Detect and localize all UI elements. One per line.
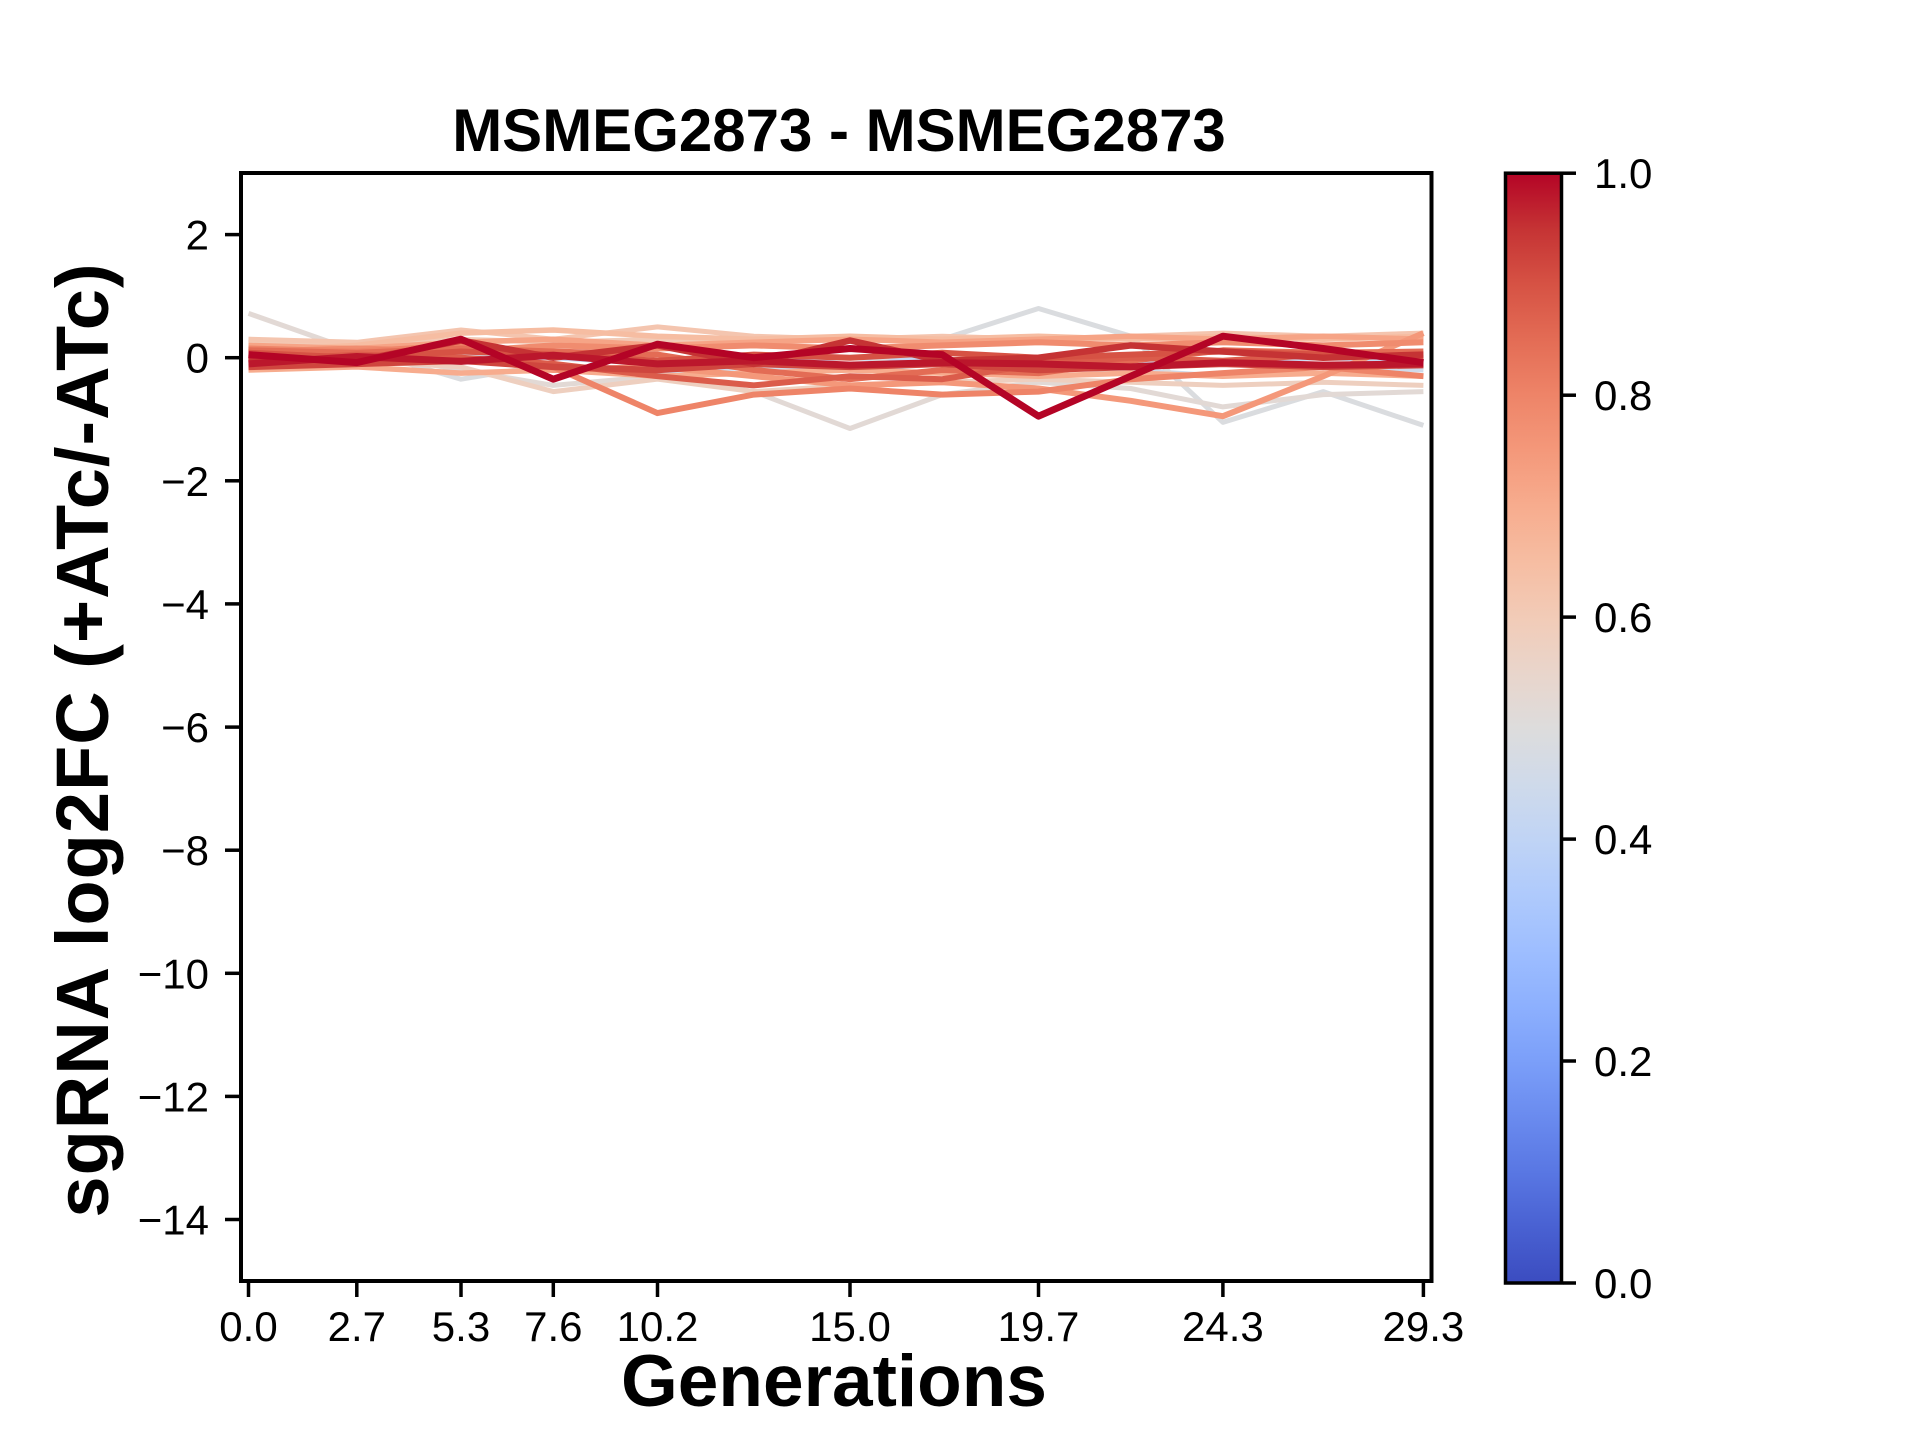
svg-text:sgRNA log2FC (+ATc/-ATc): sgRNA log2FC (+ATc/-ATc) [41,262,124,1217]
svg-text:7.6: 7.6 [524,1303,582,1350]
svg-text:−10: −10 [138,950,209,997]
svg-text:0.4: 0.4 [1594,816,1652,863]
svg-text:1.0: 1.0 [1594,150,1652,197]
svg-text:0.6: 0.6 [1594,594,1652,641]
svg-text:10.2: 10.2 [617,1303,699,1350]
svg-text:2: 2 [186,212,209,259]
svg-text:0.0: 0.0 [219,1303,277,1350]
svg-text:−2: −2 [161,458,209,505]
svg-text:5.3: 5.3 [432,1303,490,1350]
svg-text:MSMEG2873 - MSMEG2873: MSMEG2873 - MSMEG2873 [452,97,1226,164]
svg-text:−12: −12 [138,1073,209,1120]
svg-text:−8: −8 [161,827,209,874]
svg-text:−14: −14 [138,1197,209,1244]
svg-text:0.0: 0.0 [1594,1260,1652,1307]
svg-text:24.3: 24.3 [1182,1303,1264,1350]
svg-text:15.0: 15.0 [809,1303,891,1350]
svg-text:Generations: Generations [621,1341,1047,1422]
svg-text:0: 0 [186,335,209,382]
svg-text:29.3: 29.3 [1383,1303,1465,1350]
svg-text:−4: −4 [161,581,209,628]
svg-text:19.7: 19.7 [998,1303,1080,1350]
svg-text:2.7: 2.7 [328,1303,386,1350]
svg-text:0.8: 0.8 [1594,372,1652,419]
svg-text:−6: −6 [161,704,209,751]
svg-text:0.2: 0.2 [1594,1038,1652,1085]
